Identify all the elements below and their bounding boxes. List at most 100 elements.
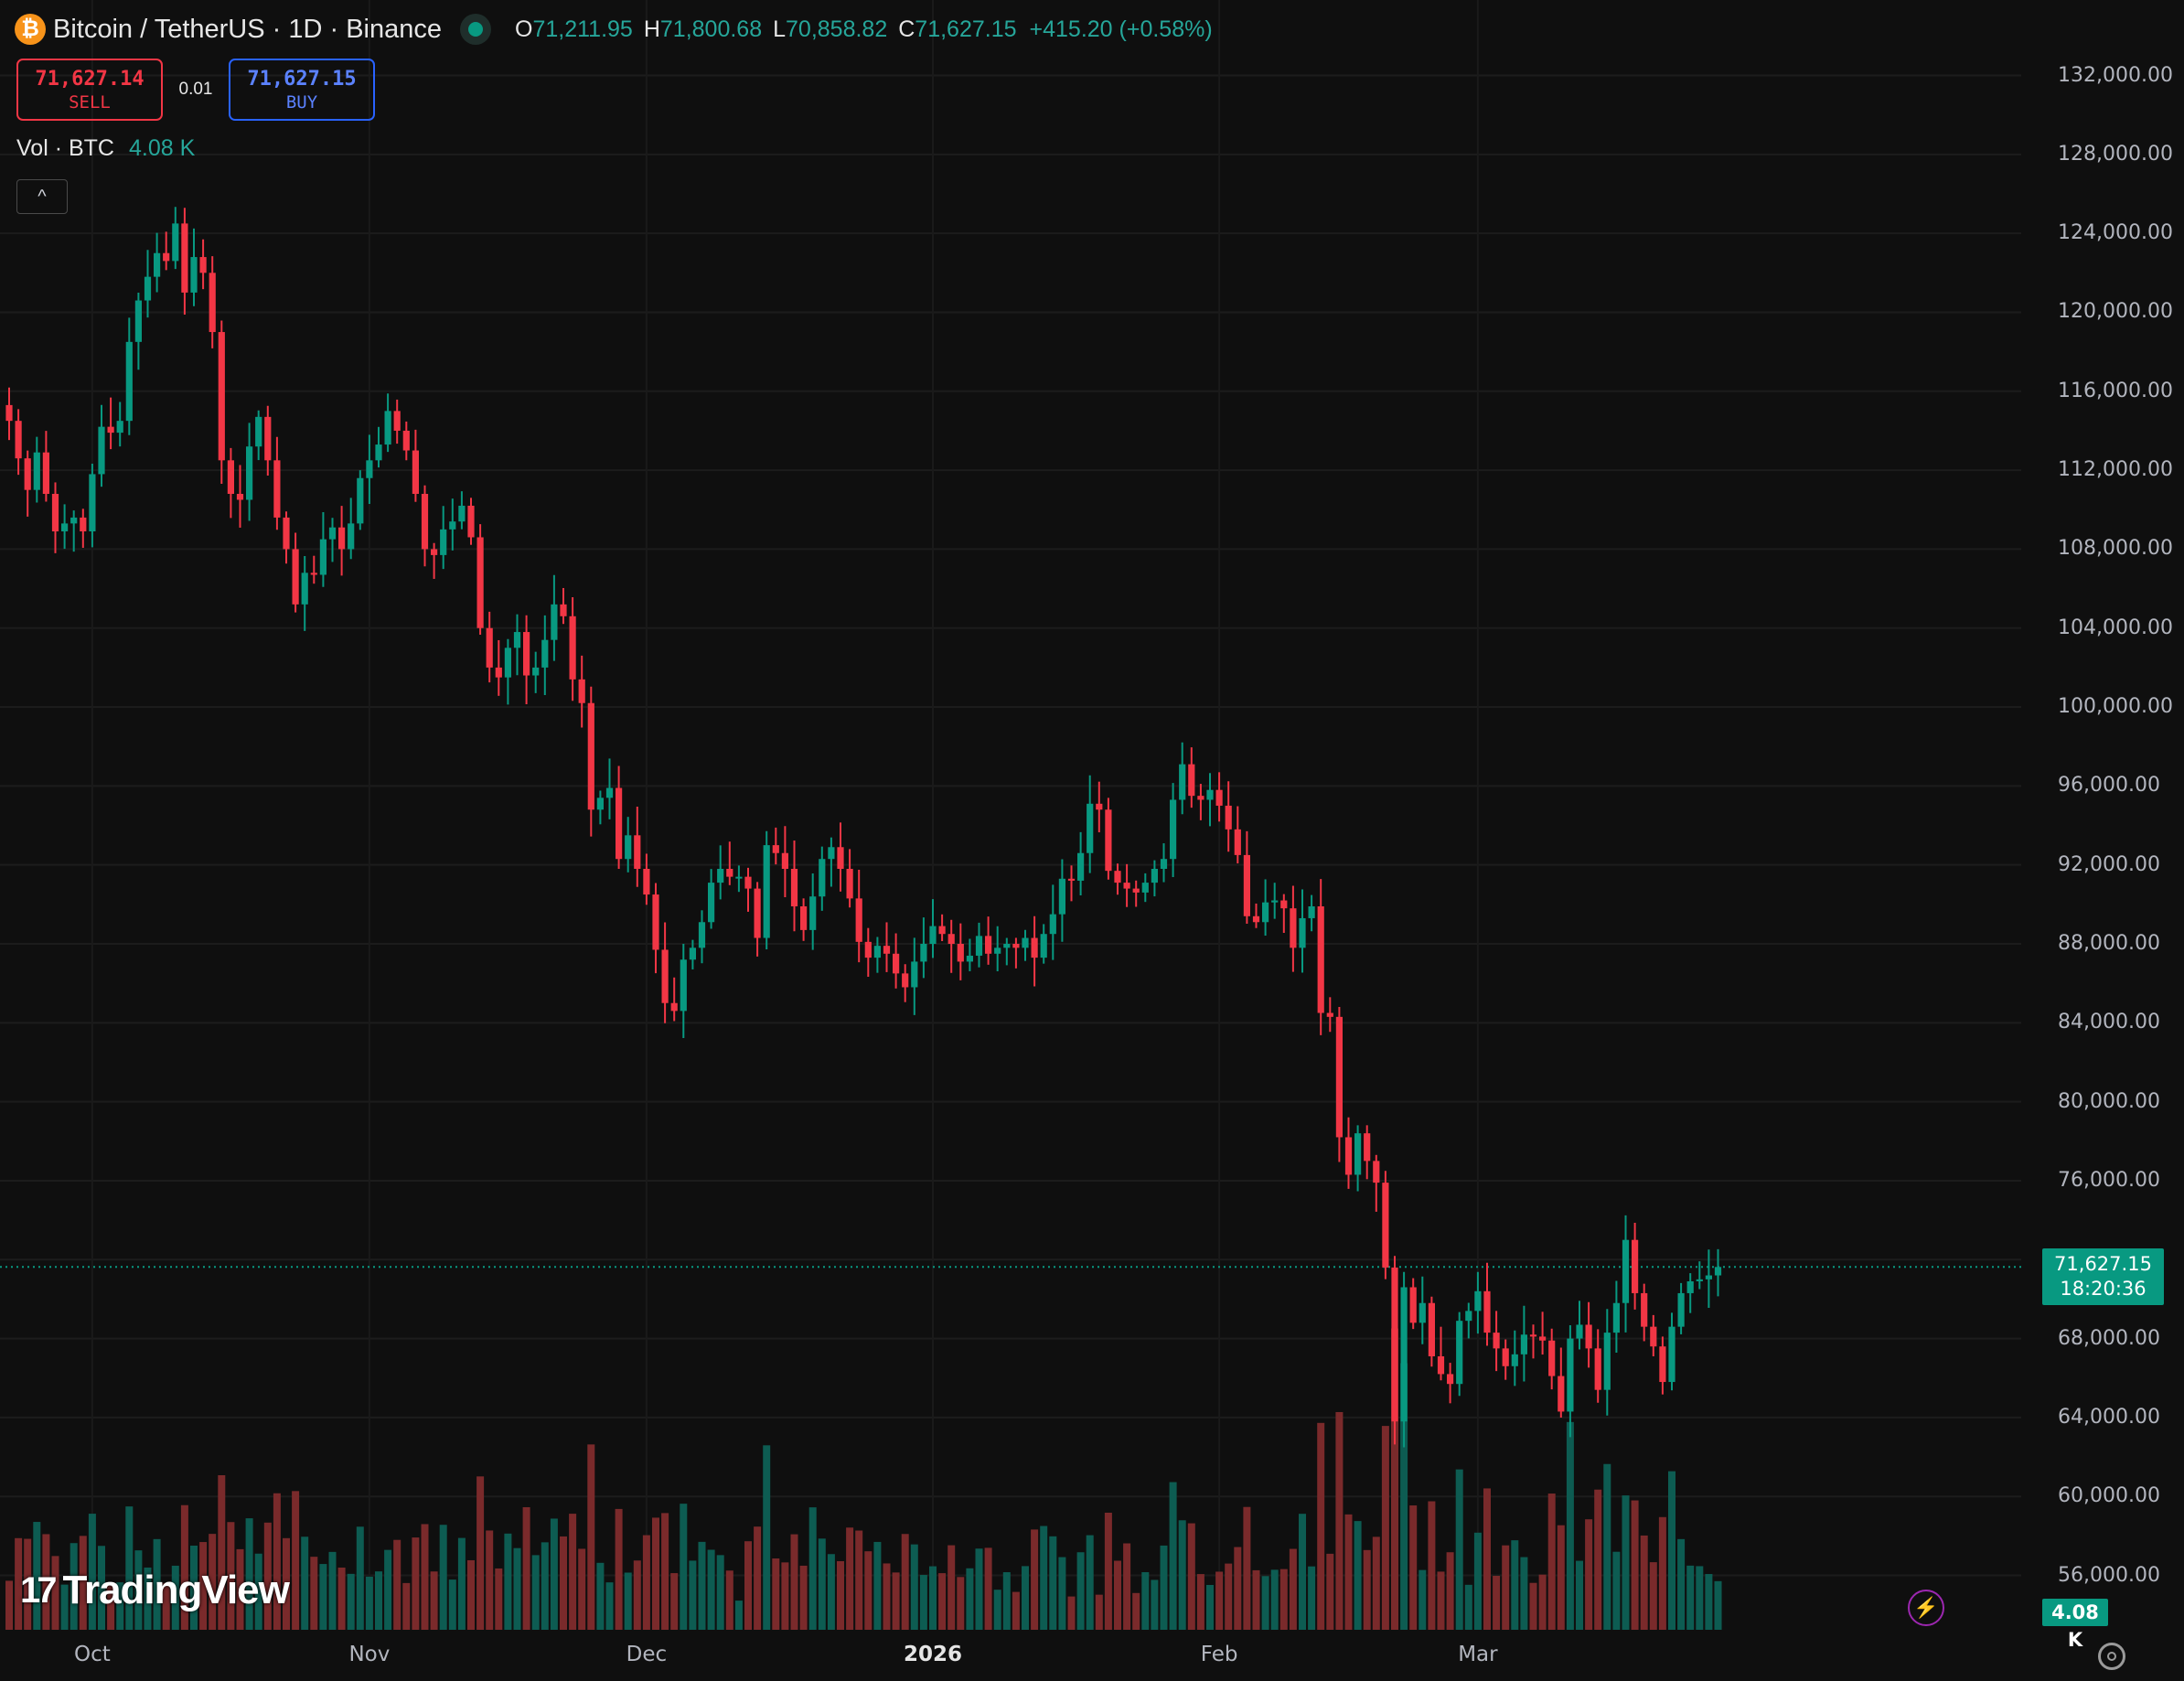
volume-bar bbox=[633, 1560, 641, 1630]
volume-bar bbox=[754, 1526, 762, 1630]
volume-bar bbox=[1538, 1574, 1547, 1630]
volume-bar bbox=[384, 1549, 392, 1630]
candle-body bbox=[51, 494, 59, 531]
volume-bar bbox=[827, 1554, 835, 1630]
volume-bar bbox=[883, 1563, 891, 1630]
volume-bar bbox=[1696, 1566, 1704, 1630]
symbol-title[interactable]: Bitcoin / TetherUS · 1D · Binance bbox=[53, 14, 442, 44]
volume-bar bbox=[938, 1573, 947, 1630]
candle-body bbox=[1502, 1348, 1509, 1366]
lightning-icon[interactable]: ⚡ bbox=[1908, 1590, 1944, 1626]
volume-bar bbox=[209, 1534, 217, 1630]
candle-body bbox=[402, 430, 410, 451]
candle-body bbox=[1622, 1239, 1630, 1303]
symbol-legend[interactable]: ₿ Bitcoin / TetherUS · 1D · Binance O 71,… bbox=[15, 11, 1213, 48]
volume-bar bbox=[689, 1560, 697, 1630]
volume-bar bbox=[1668, 1471, 1675, 1630]
candle-body bbox=[1465, 1311, 1472, 1322]
sell-price: 71,627.14 bbox=[35, 67, 145, 91]
volume-bar bbox=[486, 1530, 494, 1630]
candle-body bbox=[366, 460, 373, 478]
volume-bar bbox=[1215, 1571, 1224, 1630]
live-dot-icon bbox=[468, 22, 483, 37]
candle-body bbox=[1632, 1239, 1639, 1293]
volume-bar bbox=[1714, 1580, 1722, 1630]
volume-bar bbox=[365, 1576, 373, 1630]
time-tick-label: Nov bbox=[348, 1643, 391, 1666]
candle-body bbox=[431, 549, 438, 555]
volume-bar bbox=[467, 1559, 475, 1630]
volume-bar bbox=[1428, 1501, 1436, 1630]
volume-bar bbox=[975, 1548, 983, 1630]
order-quantity[interactable]: 0.01 bbox=[178, 80, 213, 99]
candle-body bbox=[1299, 917, 1306, 948]
candle-body bbox=[1493, 1333, 1500, 1349]
high-key: H bbox=[643, 16, 660, 42]
candle-body bbox=[1141, 883, 1149, 893]
candle-body bbox=[504, 648, 511, 678]
volume-bar bbox=[1649, 1562, 1657, 1630]
buy-button[interactable]: 71,627.15 BUY bbox=[229, 59, 375, 121]
tradingview-logo[interactable]: 17 TradingView bbox=[20, 1568, 290, 1613]
candle-body bbox=[772, 845, 779, 853]
candle-body bbox=[966, 955, 973, 962]
settings-icon[interactable] bbox=[2098, 1643, 2125, 1670]
volume-bar bbox=[283, 1537, 290, 1630]
volume-bar bbox=[910, 1544, 918, 1630]
collapse-legend-button[interactable]: ^ bbox=[16, 179, 68, 214]
volume-bar bbox=[1289, 1548, 1297, 1630]
volume-bar bbox=[42, 1534, 50, 1630]
market-status[interactable] bbox=[460, 14, 491, 45]
volume-badge: 4.08 K bbox=[2042, 1599, 2108, 1651]
candle-body bbox=[1659, 1346, 1666, 1383]
volume-bar bbox=[1585, 1519, 1593, 1630]
volume-bar bbox=[790, 1534, 798, 1630]
candle-body bbox=[1252, 915, 1260, 923]
price-tick-label: 116,000.00 bbox=[2058, 379, 2173, 402]
volume-bar bbox=[1151, 1579, 1159, 1630]
candle-body bbox=[1603, 1333, 1611, 1390]
candle-body bbox=[754, 888, 761, 938]
candle-body bbox=[596, 798, 604, 810]
candle-body bbox=[985, 936, 992, 954]
candle-body bbox=[1373, 1161, 1380, 1183]
volume-bar bbox=[1160, 1545, 1168, 1630]
candle-body bbox=[1225, 805, 1232, 830]
volume-bar bbox=[1603, 1463, 1611, 1630]
volume-bar bbox=[522, 1506, 530, 1630]
price-tick-label: 112,000.00 bbox=[2058, 458, 2173, 482]
volume-bar bbox=[1446, 1552, 1454, 1630]
candle-body bbox=[273, 460, 281, 518]
candle-body bbox=[1243, 854, 1250, 916]
volume-bar bbox=[1270, 1569, 1279, 1630]
price-tick-label: 76,000.00 bbox=[2058, 1168, 2160, 1192]
candle-body bbox=[911, 961, 918, 988]
candle-body bbox=[1179, 764, 1186, 800]
candle-body bbox=[486, 627, 493, 668]
sell-button[interactable]: 71,627.14 SELL bbox=[16, 59, 163, 121]
candle-body bbox=[1419, 1302, 1426, 1323]
volume-bar bbox=[319, 1564, 327, 1630]
volume-bar bbox=[457, 1537, 466, 1630]
volume-bar bbox=[292, 1491, 300, 1630]
volume-legend[interactable]: Vol · BTC 4.08 K bbox=[16, 135, 195, 162]
volume-bar bbox=[70, 1543, 78, 1630]
candle-body bbox=[1087, 803, 1094, 853]
volume-bar bbox=[919, 1575, 927, 1630]
volume-bar bbox=[1141, 1572, 1150, 1630]
price-tick-label: 68,000.00 bbox=[2058, 1326, 2160, 1350]
volume-bar bbox=[1178, 1520, 1186, 1630]
volume-bar bbox=[716, 1555, 724, 1630]
open-value: 71,211.95 bbox=[532, 16, 633, 42]
candle-body bbox=[1650, 1326, 1657, 1347]
time-tick-label: Dec bbox=[626, 1643, 668, 1666]
candle-body bbox=[532, 667, 540, 676]
volume-bar bbox=[347, 1573, 355, 1630]
volume-bar bbox=[254, 1553, 262, 1630]
volume-bar bbox=[1677, 1538, 1686, 1630]
volume-bar bbox=[1483, 1488, 1491, 1630]
volume-bar bbox=[1658, 1516, 1666, 1630]
volume-bar bbox=[60, 1584, 69, 1630]
volume-bar bbox=[107, 1583, 115, 1630]
